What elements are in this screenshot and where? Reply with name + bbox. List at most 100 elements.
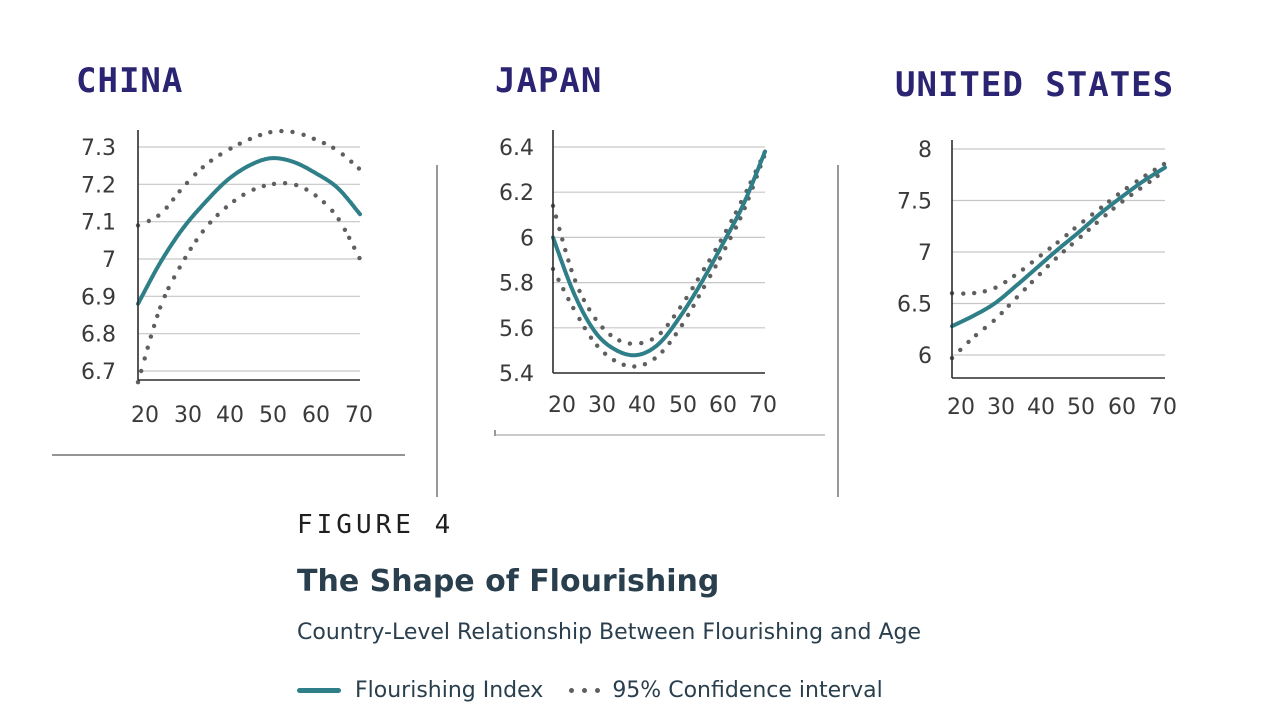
confidence-interval-dot [588, 335, 594, 340]
confidence-interval-dot [1090, 212, 1095, 217]
axes [951, 140, 1165, 379]
confidence-interval-dot [713, 264, 718, 269]
chart-panel-united-states: UNITED STATES 6 6.5 7 7.5 8 20 30 40 50 60 70 [895, 65, 1177, 420]
confidence-interval-dot [649, 337, 655, 342]
confidence-interval-dot [691, 303, 696, 308]
confidence-interval-dot [356, 166, 362, 171]
confidence-interval-dot [1006, 303, 1011, 308]
confidence-interval-dot [200, 229, 205, 234]
confidence-interval-dot [340, 152, 345, 157]
y-tick-label: 7 [918, 241, 932, 266]
confidence-interval-dot [1053, 256, 1059, 261]
confidence-interval-dot [1147, 179, 1152, 185]
confidence-interval-dot [223, 205, 229, 210]
x-tick-label: 60 [1108, 395, 1136, 420]
y-tick-label: 7.1 [81, 211, 116, 236]
confidence-interval-dot [193, 172, 198, 177]
confidence-interval-dot [336, 217, 341, 222]
confidence-interval-dot [162, 293, 167, 299]
confidence-interval-dot [713, 247, 718, 253]
gridlines [553, 146, 765, 374]
confidence-interval-dot [1038, 253, 1044, 258]
confidence-interval-dot [218, 152, 223, 157]
confidence-interval-dot [632, 364, 637, 369]
confidence-interval-dot [177, 189, 182, 194]
confidence-interval-dot [342, 227, 348, 232]
confidence-interval-dot [717, 256, 723, 261]
confidence-interval-dot [247, 136, 253, 142]
confidence-interval-dot [313, 193, 318, 198]
confidence-interval-dot [982, 289, 987, 294]
confidence-interval-dot [556, 277, 561, 282]
y-tick-label: 5.4 [499, 362, 534, 387]
confidence-interval-dot [331, 145, 336, 150]
flourishing-index-line [950, 165, 1167, 329]
confidence-interval-dot [139, 368, 144, 374]
confidence-interval-dot [1029, 260, 1035, 265]
confidence-interval-dot [194, 238, 199, 243]
confidence-interval-dot [1064, 233, 1069, 238]
confidence-interval-dot [257, 132, 263, 138]
confidence-interval-dot [973, 333, 979, 338]
confidence-interval-dot [961, 291, 966, 296]
x-tick-label: 20 [548, 393, 576, 418]
legend-label-index: Flourishing Index [355, 677, 544, 703]
confidence-interval-dot [673, 332, 678, 337]
confidence-interval-dot [561, 287, 566, 292]
y-tick-label: 6 [918, 344, 932, 369]
flourishing-index-line [551, 149, 767, 358]
confidence-interval-dot [678, 305, 683, 310]
x-tick-label: 20 [947, 395, 975, 420]
confidence-interval-dot [177, 265, 182, 270]
chart-panel-china: CHINA 6.7 6.8 6.9 7 7.1 7.2 7.3 20 30 40 50 60 70 [76, 61, 373, 428]
confidence-interval-dot [695, 277, 701, 282]
confidence-interval-dot [228, 146, 233, 151]
confidence-interval-dot [701, 267, 707, 272]
y-tick-labels: 5.4 5.6 5.8 6 6.2 6.4 [499, 136, 534, 387]
confidence-interval-dot [621, 362, 626, 367]
confidence-interval-dot [146, 218, 151, 224]
confidence-interval-dot [733, 225, 739, 230]
confidence-interval-dot [349, 159, 354, 164]
x-tick-label: 60 [302, 403, 330, 428]
y-tick-label: 5.8 [499, 272, 534, 297]
confidence-interval-dot [685, 312, 691, 318]
confidence-interval-dot [268, 130, 273, 135]
confidence-interval-dot [679, 322, 685, 328]
y-tick-label: 6.8 [81, 323, 116, 348]
confidence-interval-dot [321, 140, 327, 146]
confidence-interval-dot [1045, 264, 1051, 269]
confidence-interval-dot [158, 305, 163, 310]
confidence-interval-dot [330, 208, 335, 213]
confidence-interval-dot [1020, 267, 1026, 272]
confidence-interval-dot [1161, 161, 1167, 167]
confidence-interval-dot [569, 267, 574, 273]
x-tick-label: 40 [216, 403, 244, 428]
x-tick-label: 60 [709, 393, 737, 418]
confidence-interval-dot [352, 245, 357, 250]
confidence-interval-dot [304, 187, 309, 192]
confidence-interval-dot [966, 339, 971, 345]
confidence-interval-dot [566, 296, 571, 302]
confidence-interval-dot [1014, 295, 1019, 300]
confidence-interval-dot [1138, 186, 1143, 191]
x-tick-label: 20 [131, 403, 159, 428]
confidence-interval-dot [1115, 192, 1121, 197]
y-tick-label: 6 [520, 226, 534, 251]
confidence-interval-dot [667, 340, 672, 346]
confidence-interval-dot [215, 212, 220, 218]
confidence-interval-dot [701, 284, 707, 290]
axes [552, 130, 765, 374]
confidence-interval-dot [1022, 287, 1027, 292]
confidence-interval-dot [357, 255, 362, 261]
confidence-interval [135, 128, 362, 385]
confidence-interval-dot [237, 141, 242, 146]
confidence-interval-dot [1047, 246, 1052, 251]
confidence-interval-dot [582, 325, 587, 331]
y-tick-label: 7.5 [897, 190, 932, 215]
y-tick-label: 6.7 [81, 360, 116, 385]
confidence-interval-dot [639, 340, 644, 346]
confidence-interval-dot [557, 226, 562, 232]
confidence-interval-dot [595, 343, 600, 348]
y-tick-label: 6.5 [897, 293, 932, 318]
